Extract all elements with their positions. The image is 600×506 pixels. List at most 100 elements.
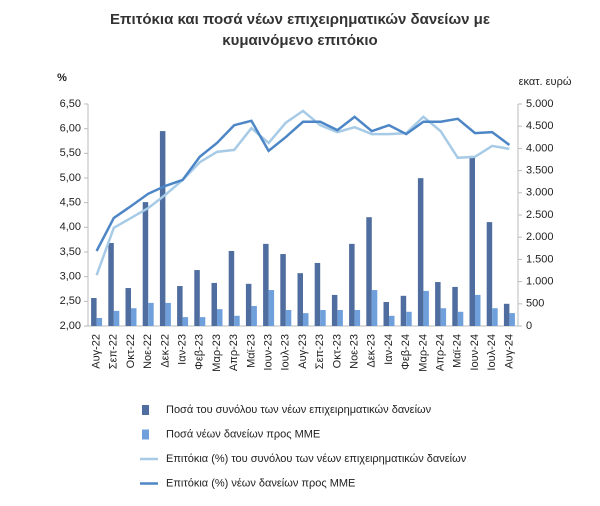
bar: [440, 308, 447, 326]
bar: [91, 298, 97, 326]
x-tick-label: Σεπ-22: [108, 334, 120, 369]
x-tick-label: Ιουν-23: [263, 334, 275, 371]
y2-tick-label: 3.000: [526, 187, 554, 199]
bar: [263, 243, 269, 326]
bar: [125, 288, 131, 326]
bar: [113, 310, 120, 326]
y-tick-label: 4,50: [60, 197, 81, 209]
bar: [469, 157, 475, 326]
y2-tick-label: 2.000: [526, 231, 554, 243]
line: [95, 109, 510, 276]
y-tick-label: 5,00: [60, 172, 81, 184]
bar: [349, 243, 355, 326]
x-tick-label: Νοε-23: [349, 334, 361, 369]
bar: [131, 308, 137, 326]
legend-label: Ποσά του συνόλου των νέων επιχειρηματικώ…: [166, 404, 432, 416]
bar: [217, 309, 223, 326]
bar: [96, 318, 103, 326]
y2-tick-label: 1.500: [526, 253, 554, 265]
bar: [486, 222, 493, 326]
x-tick-label: Οκτ-23: [331, 334, 343, 368]
x-tick-label: Δεκ-23: [366, 334, 378, 368]
x-tick-label: Δεκ-22: [159, 334, 171, 368]
x-tick-label: Φεβ-23: [194, 334, 206, 370]
bar: [452, 286, 458, 326]
bar: [194, 270, 200, 326]
bar: [354, 310, 361, 326]
x-tick-label: Αυγ-24: [503, 334, 515, 369]
bar: [389, 315, 395, 326]
y-tick-label: 3,00: [60, 271, 81, 283]
bar: [211, 282, 217, 326]
bar: [383, 302, 389, 326]
x-tick-label: Φεβ-24: [400, 334, 412, 370]
y-tick-label: 6,50: [60, 98, 81, 110]
bar: [159, 131, 166, 326]
y-tick-label: 4,00: [60, 221, 81, 233]
x-tick-label: Νοε-22: [142, 334, 154, 369]
bar: [268, 290, 275, 326]
bar: [142, 202, 149, 326]
y2-tick-label: 5.000: [526, 98, 554, 110]
x-tick-label: Μαρ-23: [211, 334, 223, 372]
bar: [423, 290, 429, 326]
bar: [337, 310, 343, 326]
bar: [371, 290, 378, 326]
bar: [228, 250, 235, 326]
y2-axis-label: εκατ. ευρώ: [519, 76, 572, 88]
bar: [475, 294, 481, 326]
legend-label: Ποσά νέων δανείων προς ΜΜΕ: [166, 428, 320, 440]
bar: [108, 242, 114, 326]
y-tick-label: 2,00: [60, 320, 81, 332]
y2-tick-label: 1.000: [526, 276, 554, 288]
legend-swatch: [142, 405, 149, 415]
y2-tick-label: 0: [526, 320, 532, 332]
legend-label: Επιτόκια (%) νέων δανείων προς ΜΜΕ: [166, 477, 355, 489]
x-tick-label: Μαϊ-23: [245, 334, 257, 368]
x-tick-label: Ιαν-24: [383, 334, 395, 365]
bar: [280, 254, 286, 326]
bar: [285, 310, 292, 326]
bar: [165, 302, 171, 326]
x-tick-label: Αυγ-22: [91, 334, 103, 369]
y2-tick-label: 4.500: [526, 120, 554, 132]
bar: [245, 283, 252, 326]
bar: [406, 311, 412, 326]
bar: [234, 315, 240, 326]
bar: [331, 294, 338, 326]
x-tick-label: Μαϊ-24: [452, 334, 464, 368]
x-tick-label: Σεπ-23: [314, 334, 326, 369]
y2-tick-label: 2.500: [526, 209, 554, 221]
bar: [492, 308, 498, 326]
y2-tick-label: 4.000: [526, 142, 554, 154]
x-tick-label: Οκτ-22: [125, 334, 137, 368]
bar: [366, 217, 372, 326]
bar: [297, 273, 303, 326]
line: [95, 115, 511, 252]
x-tick-label: Απρ-24: [435, 334, 447, 371]
x-tick-label: Ιουλ-24: [486, 334, 498, 371]
bar: [400, 295, 407, 326]
y2-tick-label: 500: [526, 298, 544, 310]
x-tick-label: Μαρ-24: [417, 334, 429, 372]
bar: [182, 317, 189, 326]
x-tick-label: Ιαν-23: [177, 334, 189, 365]
bar: [503, 303, 510, 326]
bar: [314, 262, 321, 326]
chart-title: κυμαινόμενο επιτόκιο: [222, 32, 377, 49]
y-tick-label: 2,50: [60, 295, 81, 307]
bar: [251, 306, 257, 326]
y-tick-label: 6,00: [60, 123, 81, 135]
bar: [303, 313, 309, 326]
bar: [417, 178, 424, 326]
legend-label: Επιτόκια (%) του συνόλου των νέων επιχει…: [166, 453, 467, 465]
y-tick-label: 3,50: [60, 246, 81, 258]
chart-title: Επιτόκια και ποσά νέων επιχειρηματικών δ…: [110, 11, 490, 28]
bar: [199, 317, 206, 326]
bar: [148, 302, 154, 326]
bar: [320, 310, 326, 326]
x-tick-label: Ιουν-24: [469, 334, 481, 371]
y-tick-label: 5,50: [60, 147, 81, 159]
x-tick-label: Απρ-23: [228, 334, 240, 371]
y-axis-label: %: [57, 72, 67, 84]
